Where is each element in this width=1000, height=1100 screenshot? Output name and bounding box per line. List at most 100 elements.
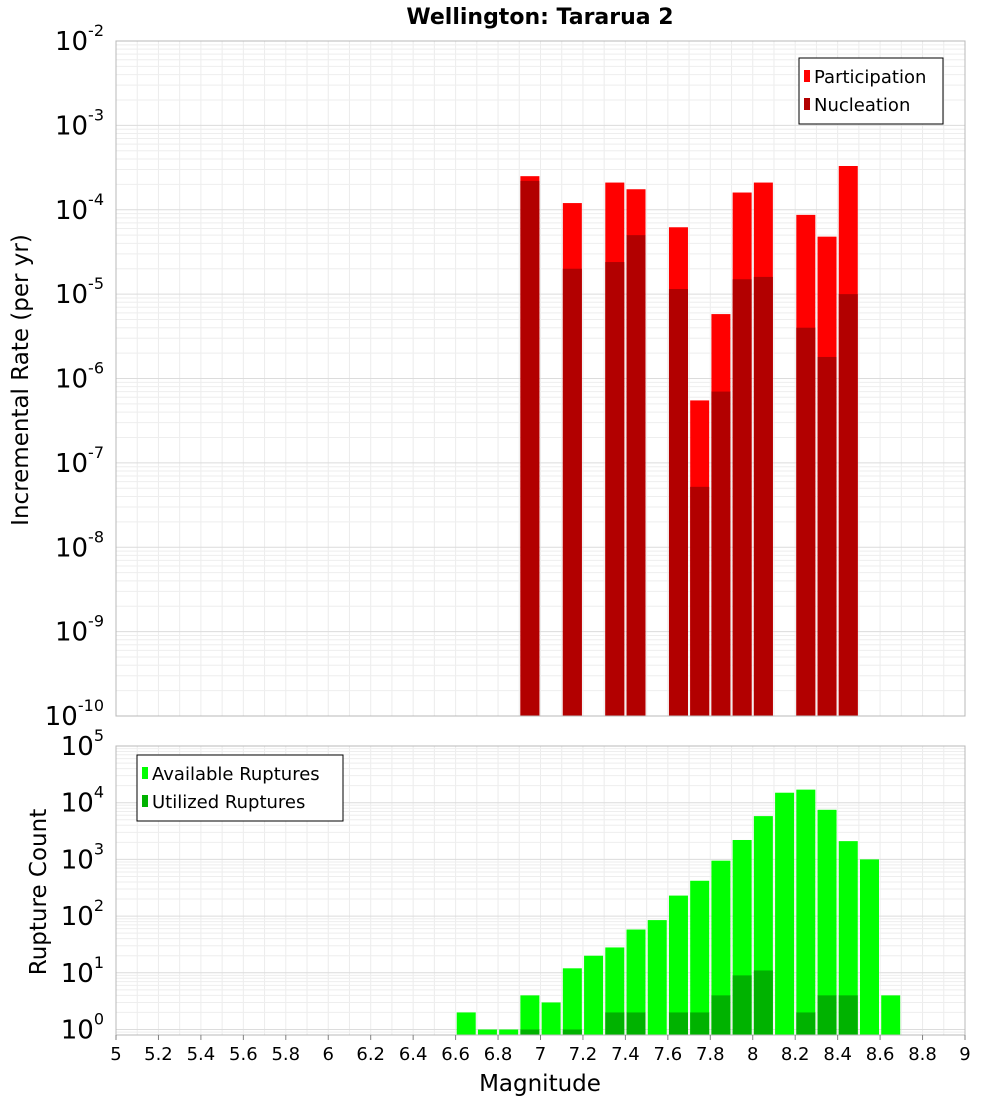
top-plot-frame: [115, 40, 966, 717]
bar-available-ruptures: [584, 955, 604, 1035]
top-plot-y-ticks: 10-10 10-9 10-8 10-7 10-6 10-5 10-4 10-3 10-2: [45, 21, 104, 732]
x-tick-label: 7: [535, 1044, 546, 1065]
legend-label: Utilized Ruptures: [152, 792, 305, 813]
bar-available-ruptures: [647, 920, 667, 1035]
bar-available-ruptures: [477, 1029, 497, 1035]
bar-utilized-ruptures: [626, 1012, 646, 1035]
bar-available-ruptures: [456, 1012, 476, 1035]
x-tick-label: 6.2: [356, 1044, 385, 1065]
bar-available-ruptures: [817, 809, 837, 1035]
x-tick-label: 8: [747, 1044, 758, 1065]
legend-swatch: [804, 98, 810, 110]
bottom-plot-y-ticks: 100 101 102 103 104 105: [61, 726, 104, 1046]
bar-available-ruptures: [711, 860, 731, 1035]
x-tick-label: 8.4: [823, 1044, 852, 1065]
bar-utilized-ruptures: [711, 995, 731, 1035]
bar-nucleation: [838, 294, 858, 716]
legend-box: [798, 57, 944, 125]
bar-available-ruptures: [838, 841, 858, 1035]
bar-available-ruptures: [520, 995, 540, 1035]
bar-nucleation: [605, 262, 625, 716]
bottom-plot: 100 101 102 103 104 105 5 5.2 5.4 5.6 5.8 6 6.2 6.4 6…: [26, 726, 971, 1097]
bar-nucleation: [520, 180, 540, 716]
bar-nucleation: [796, 327, 816, 716]
y-tick-label: 102: [61, 896, 104, 932]
y-tick-label: 10-3: [55, 105, 104, 141]
bar-available-ruptures: [541, 1002, 561, 1035]
top-plot-bars: [520, 166, 858, 717]
y-tick-label: 10-4: [55, 190, 104, 226]
y-tick-label: 104: [61, 783, 104, 819]
top-plot-grid: [115, 40, 966, 717]
bar-available-ruptures: [690, 880, 710, 1035]
bar-utilized-ruptures: [838, 995, 858, 1035]
y-tick-label: 10-8: [55, 527, 104, 563]
bar-utilized-ruptures: [520, 1029, 540, 1035]
y-tick-label: 10-6: [55, 359, 104, 395]
y-tick-label: 10-9: [55, 612, 104, 648]
bar-nucleation: [690, 486, 710, 716]
bar-available-ruptures: [668, 895, 688, 1035]
x-tick-label: 5.6: [229, 1044, 258, 1065]
x-tick-label: 7.8: [696, 1044, 725, 1065]
x-tick-label: 5.8: [271, 1044, 300, 1065]
bar-available-ruptures: [775, 792, 795, 1035]
bottom-plot-grid: [115, 745, 966, 1036]
bar-available-ruptures: [881, 995, 901, 1035]
chart-title: Wellington: Tararua 2: [406, 5, 673, 30]
x-tick-label: 6.6: [441, 1044, 470, 1065]
x-axis-title: Magnitude: [479, 1071, 601, 1097]
bar-utilized-ruptures: [668, 1012, 688, 1035]
bar-nucleation: [626, 235, 646, 716]
bar-available-ruptures: [626, 929, 646, 1035]
top-plot: 10-10 10-9 10-8 10-7 10-6 10-5 10-4 10-3 10-2 Pa…: [8, 21, 966, 732]
bottom-y-axis-title: Rupture Count: [26, 809, 52, 975]
legend-label: Participation: [814, 67, 926, 88]
y-tick-label: 100: [61, 1010, 104, 1046]
bar-nucleation: [753, 276, 773, 716]
top-y-axis-title: Incremental Rate (per yr): [8, 234, 34, 526]
y-tick-label: 105: [61, 726, 104, 762]
legend-label: Available Ruptures: [152, 764, 320, 785]
y-tick-label: 10-5: [55, 274, 104, 310]
x-axis-ticks: 5 5.2 5.4 5.6 5.8 6 6.2 6.4 6.6 6.8 7 7.2 7.4 7.6 7.8 8…: [110, 1035, 971, 1065]
x-tick-label: 5.2: [144, 1044, 173, 1065]
bar-nucleation: [668, 289, 688, 716]
legend-swatch: [804, 70, 810, 82]
y-tick-label: 101: [61, 953, 104, 989]
bar-utilized-ruptures: [753, 970, 773, 1035]
bar-available-ruptures: [796, 789, 816, 1035]
bar-available-ruptures: [859, 859, 879, 1035]
x-tick-label: 8.2: [781, 1044, 810, 1065]
bar-available-ruptures: [499, 1029, 519, 1035]
x-tick-label: 7.6: [654, 1044, 683, 1065]
bar-nucleation: [562, 268, 582, 716]
top-plot-legend: Participation Nucleation: [798, 57, 944, 125]
bar-nucleation: [711, 391, 731, 716]
x-tick-label: 5: [110, 1044, 121, 1065]
legend-box: [136, 754, 344, 822]
bottom-plot-legend: Available Ruptures Utilized Ruptures: [136, 754, 344, 822]
x-tick-label: 8.6: [866, 1044, 895, 1065]
bar-utilized-ruptures: [817, 995, 837, 1035]
x-tick-label: 7.2: [569, 1044, 598, 1065]
x-tick-label: 6.4: [399, 1044, 428, 1065]
bottom-plot-bars: [456, 789, 901, 1035]
bar-utilized-ruptures: [605, 1012, 625, 1035]
y-tick-label: 10-7: [55, 443, 104, 479]
legend-swatch: [142, 795, 148, 807]
legend-swatch: [142, 767, 148, 779]
bar-nucleation: [732, 279, 752, 716]
x-tick-label: 9: [959, 1044, 970, 1065]
y-tick-label: 103: [61, 839, 104, 875]
y-tick-label: 10-2: [55, 21, 104, 57]
bar-nucleation: [817, 356, 837, 716]
bar-utilized-ruptures: [796, 1012, 816, 1035]
x-tick-label: 7.4: [611, 1044, 640, 1065]
x-tick-label: 6: [323, 1044, 334, 1065]
legend-label: Nucleation: [814, 95, 910, 116]
bar-utilized-ruptures: [690, 1012, 710, 1035]
bar-available-ruptures: [562, 968, 582, 1035]
bar-utilized-ruptures: [562, 1029, 582, 1035]
